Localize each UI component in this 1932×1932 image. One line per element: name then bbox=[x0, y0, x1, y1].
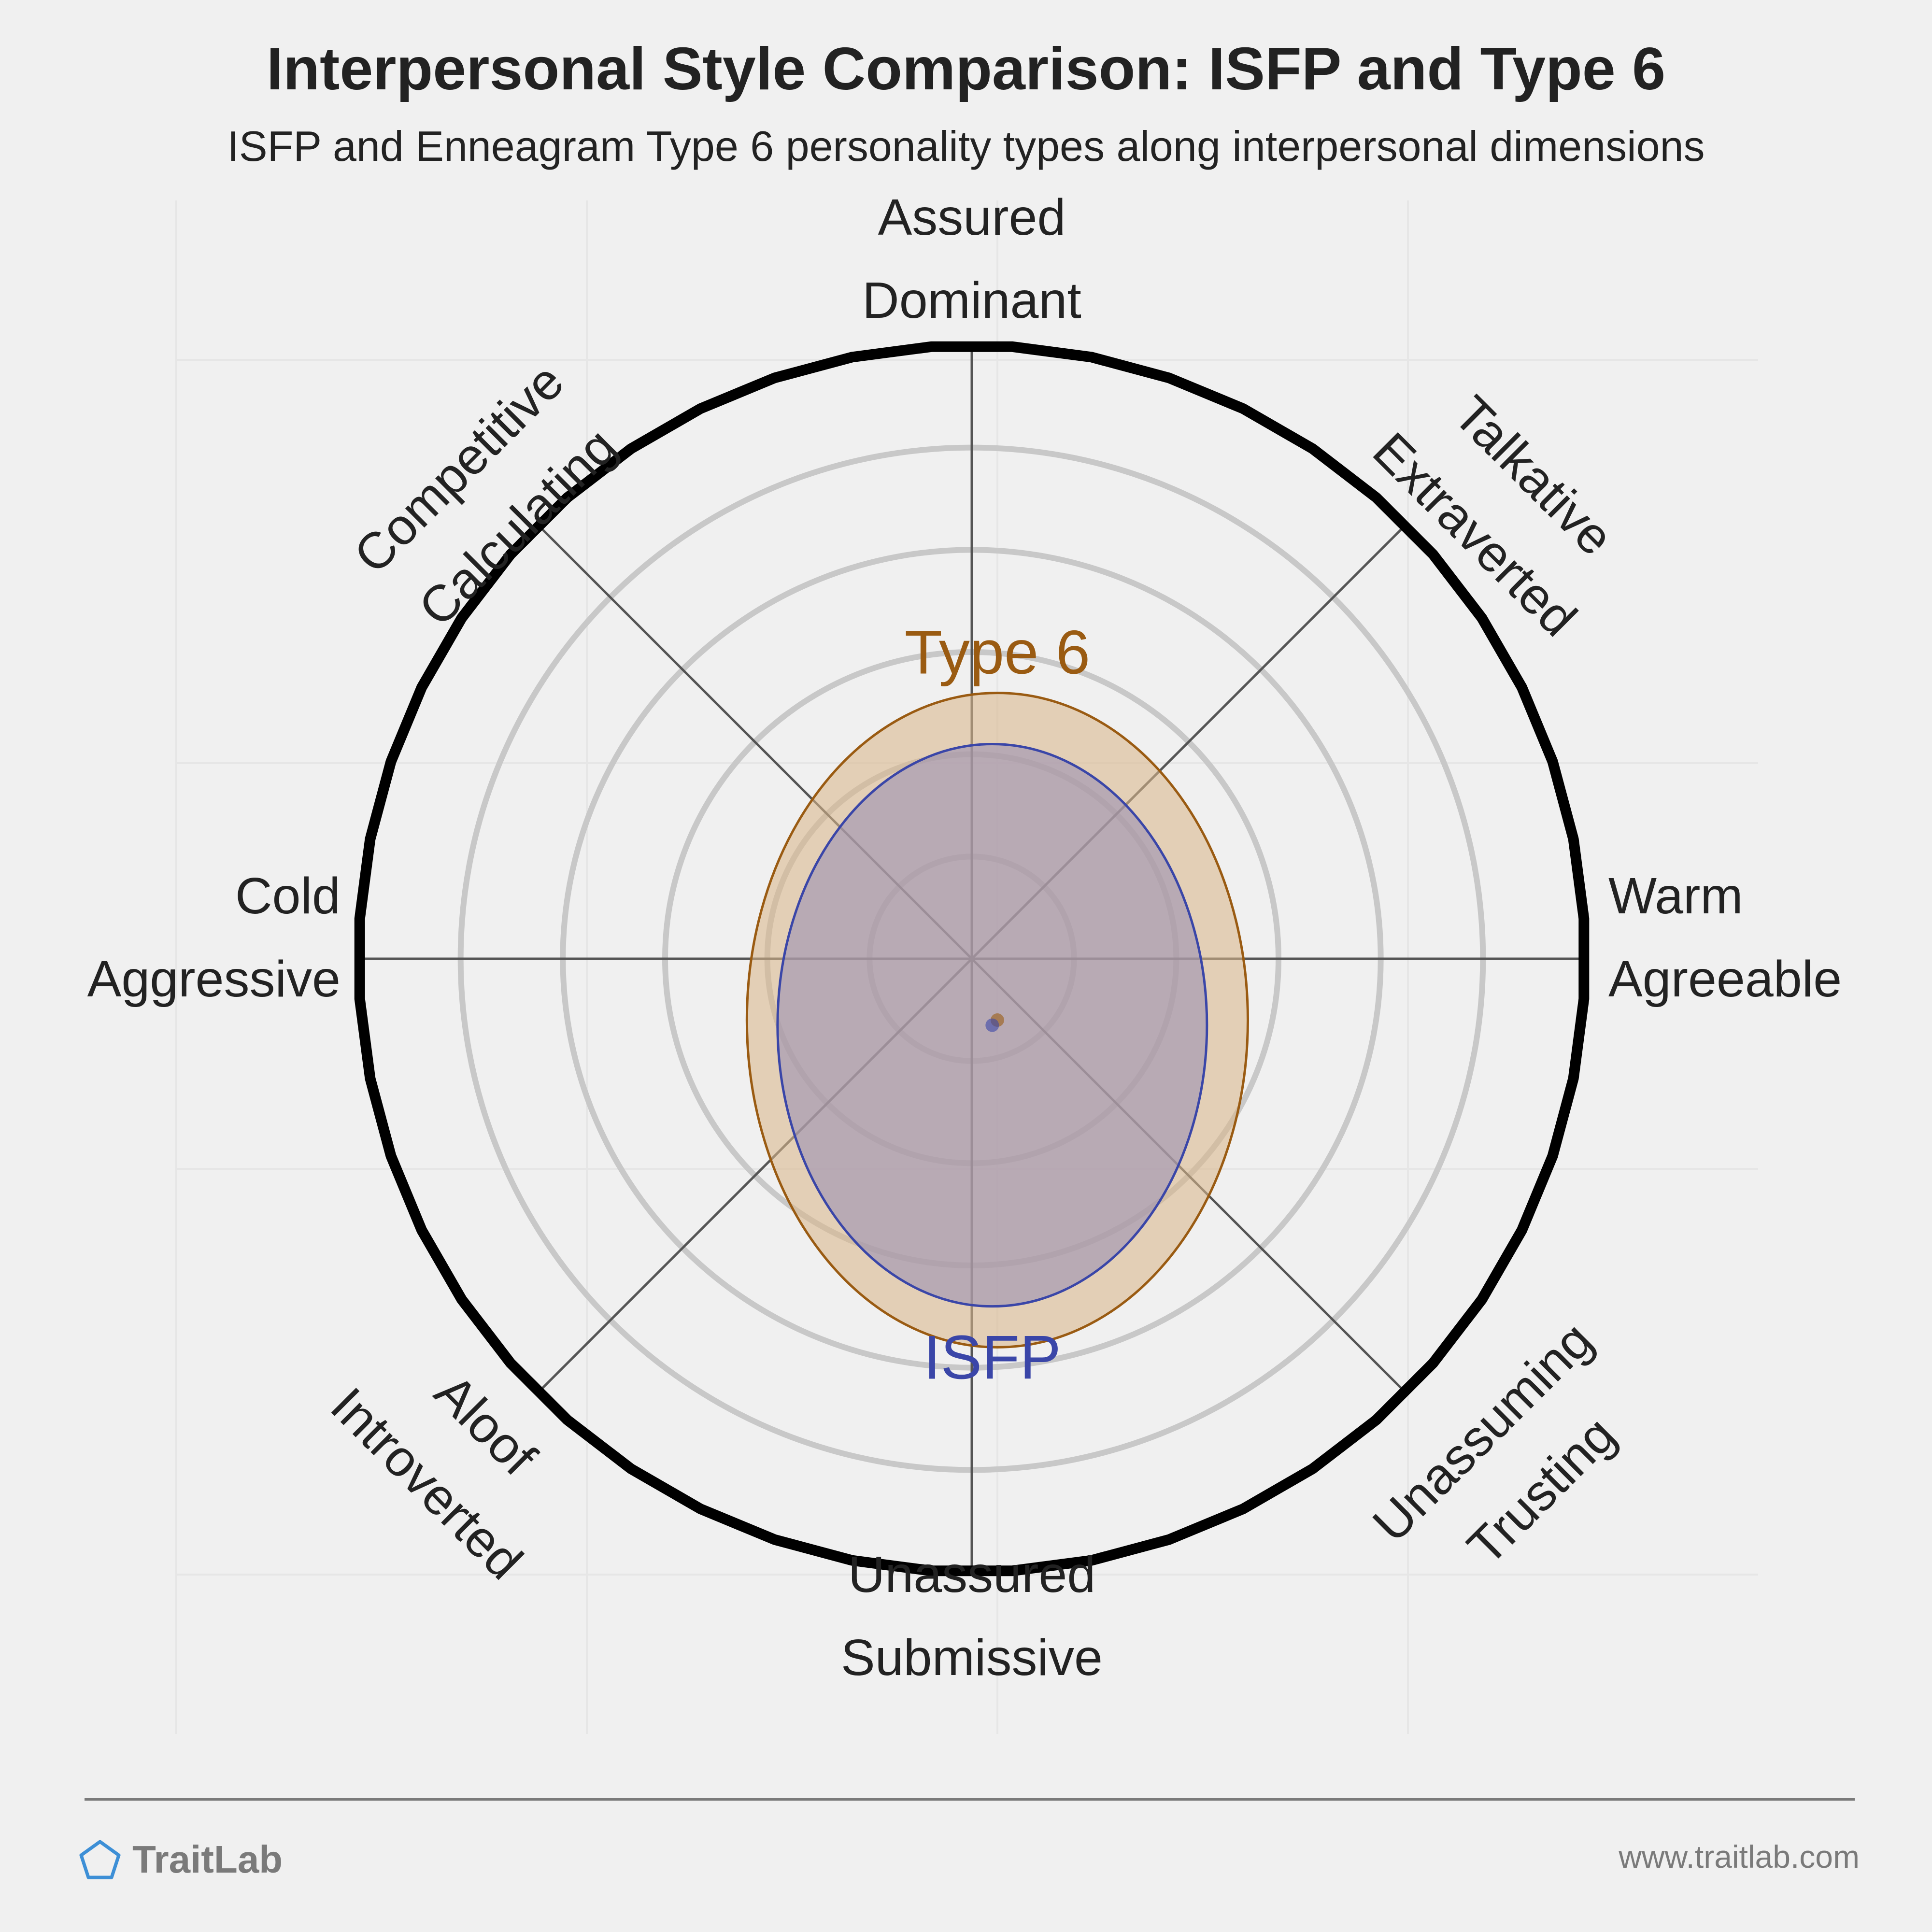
series-labels: Type 6 ISFP bbox=[905, 618, 1090, 1392]
brand-logo[interactable]: TraitLab bbox=[78, 1835, 283, 1884]
octant-label-bottom-line-1: Unassured bbox=[848, 1546, 1096, 1603]
octant-label-left-line-2: Aggressive bbox=[87, 951, 341, 1008]
octant-label-top-line-2: Dominant bbox=[862, 272, 1081, 329]
outer-ring bbox=[354, 341, 1590, 1577]
octant-label-right: Warm Agreeable bbox=[1608, 867, 1842, 1008]
center-isfp bbox=[985, 1018, 999, 1032]
octant-label-left: Cold Aggressive bbox=[87, 867, 341, 1008]
brand-name: TraitLab bbox=[132, 1838, 283, 1881]
octant-label-top-line-1: Assured bbox=[878, 189, 1066, 246]
series-centers bbox=[985, 1013, 1004, 1032]
octant-label-right-line-2: Agreeable bbox=[1608, 951, 1842, 1008]
octant-label-bottom-line-2: Submissive bbox=[841, 1629, 1103, 1686]
octant-label-bottom: Unassured Submissive bbox=[841, 1546, 1103, 1686]
outer-boundary bbox=[354, 341, 1590, 1577]
octant-label-top: Assured Dominant bbox=[862, 189, 1081, 329]
octant-label-left-line-1: Cold bbox=[235, 867, 341, 924]
chart-subtitle: ISFP and Enneagram Type 6 personality ty… bbox=[227, 122, 1705, 170]
chart-title: Interpersonal Style Comparison: ISFP and… bbox=[266, 36, 1666, 102]
series-label-isfp: ISFP bbox=[923, 1323, 1061, 1392]
site-url[interactable]: www.traitlab.com bbox=[1619, 1839, 1860, 1875]
series-label-type-6: Type 6 bbox=[905, 618, 1090, 687]
footer-divider bbox=[85, 1798, 1855, 1801]
octant-label-right-line-1: Warm bbox=[1608, 867, 1743, 924]
pentagon-icon bbox=[79, 1840, 121, 1879]
